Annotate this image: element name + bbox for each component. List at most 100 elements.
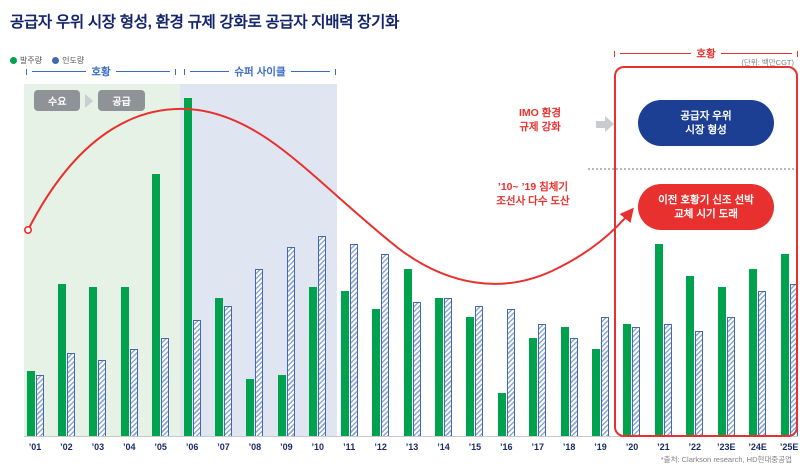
x-axis-label: ’19 (594, 442, 607, 452)
bar-group: ’06 (183, 98, 201, 452)
deliveries-bar (412, 302, 421, 437)
deliveries-bar (129, 349, 138, 437)
deliveries-bar (601, 317, 610, 437)
x-axis-label: ’04 (122, 442, 136, 452)
orders-bar (466, 317, 475, 437)
orders-bar (717, 287, 726, 437)
deliveries-bar (35, 375, 44, 437)
bar-group: ’13 (403, 269, 421, 452)
x-axis-label: ’06 (185, 442, 199, 452)
x-axis-label: ’12 (374, 442, 387, 452)
deliveries-bar (224, 306, 233, 437)
supplier-market-box: 공급자 우위 시장 형성 (638, 100, 774, 146)
bar-group: ’04 (120, 287, 138, 452)
x-axis-label: ’01 (28, 442, 42, 452)
orders-bar (560, 327, 569, 437)
period-label-supercycle: 슈퍼 사이클 (234, 66, 286, 78)
bar-group: ’12 (372, 254, 390, 452)
deliveries-bar (161, 338, 170, 437)
orders-bar (749, 269, 758, 437)
demand-badge: 수요 (34, 90, 81, 111)
bracket-line (290, 71, 330, 72)
orders-bar (309, 287, 318, 437)
bar-group: ’11 (340, 244, 358, 452)
bar-group: ’02 (57, 284, 75, 452)
deliveries-bar (506, 309, 515, 437)
legend-item-orders: 발주량 (10, 55, 42, 66)
bar-group: ’18 (560, 327, 578, 452)
bar-group: ’08 (246, 269, 264, 452)
bar-group: ’14 (434, 298, 452, 452)
x-axis-label: ’14 (437, 442, 450, 452)
deliveries-bar (475, 306, 484, 437)
orders-bar (623, 324, 632, 437)
x-axis-label: ’02 (60, 442, 73, 452)
bracket-line (720, 53, 793, 54)
replacement-box: 이전 호황기 신조 선박 교체 시기 도래 (638, 184, 774, 230)
period-label-boom-right: 호황 (696, 48, 716, 60)
orders-dot-icon (10, 57, 17, 64)
x-axis-label: ’13 (405, 442, 419, 452)
orders-bar (277, 375, 286, 437)
orders-bar (434, 298, 443, 437)
bar-group: ’15 (466, 306, 484, 452)
arrow-right-icon (596, 116, 616, 133)
deliveries-bar (286, 247, 295, 437)
recession-annotation: ’10~ ’19 침체기 조선사 다수 도산 (496, 181, 570, 208)
x-axis-label: ’20 (625, 442, 639, 452)
chevron-right-icon (85, 93, 94, 108)
x-axis-label: ’09 (280, 442, 293, 452)
legend-label-orders: 발주량 (20, 56, 43, 65)
x-axis-label: ’23E (716, 442, 736, 452)
orders-bar (497, 393, 506, 437)
orders-bar (340, 291, 349, 437)
arrow-shaft (596, 121, 605, 128)
deliveries-dot-icon (52, 57, 60, 64)
x-axis-label: ’11 (343, 442, 356, 452)
bar-group: ’17 (529, 324, 547, 452)
legend: 발주량 인도량 (10, 55, 84, 66)
deliveries-bar (98, 360, 107, 437)
legend-label-deliveries: 인도량 (62, 56, 85, 65)
bar-group: ’10 (309, 236, 327, 452)
bar-group: ’07 (215, 298, 233, 452)
period-bracket-supercycle: 슈퍼 사이클 (184, 64, 336, 79)
bar-group: ’03 (89, 287, 107, 452)
bars-layer: ’01 ’02 ’03 ’04 ’05 ’06 ’07 ’08 ’09 ’10 ’11 ’12 ’13 ’… (24, 0, 800, 452)
x-axis-label: ’05 (154, 442, 167, 452)
x-axis-label: ’17 (531, 442, 544, 452)
bar-group: ’16 (497, 309, 515, 452)
orders-bar (120, 287, 129, 437)
x-axis-label: ’22 (688, 442, 702, 452)
bar-group: ’01 (26, 371, 44, 452)
source-note: *출처: Clarkson research, HD현대중공업 (660, 455, 792, 464)
x-axis-line (24, 436, 798, 437)
page-title: 공급자 우위 시장 형성, 환경 규제 강화로 공급자 지배력 장기화 (10, 14, 400, 31)
x-axis-label: ’24E (748, 442, 767, 452)
orders-bar (246, 379, 255, 437)
demand-supply-flow: 수요 공급 (34, 90, 145, 111)
orders-bar (686, 276, 695, 437)
deliveries-bar (381, 254, 390, 437)
deliveries-bar (255, 269, 264, 437)
period-bracket-boom-left: 호황 (26, 64, 176, 79)
deliveries-bar (318, 236, 327, 437)
orders-bar (372, 309, 381, 437)
bracket-line (620, 53, 692, 54)
x-axis-label: ’03 (91, 442, 105, 452)
x-axis-label: ’18 (562, 442, 576, 452)
x-axis-label: ’15 (468, 442, 482, 452)
period-label-boom-left: 호황 (91, 66, 111, 78)
dotted-divider (588, 168, 794, 170)
period-bracket-boom-right: 호황 (614, 46, 798, 61)
deliveries-bar (192, 320, 201, 437)
x-axis-label: ’21 (657, 442, 670, 452)
orders-bar (403, 269, 412, 437)
orders-bar (654, 244, 663, 437)
orders-bar (215, 298, 224, 437)
x-axis-label: ’08 (248, 442, 262, 452)
deliveries-bar (66, 353, 75, 437)
x-axis-label: ’25E (779, 442, 799, 452)
